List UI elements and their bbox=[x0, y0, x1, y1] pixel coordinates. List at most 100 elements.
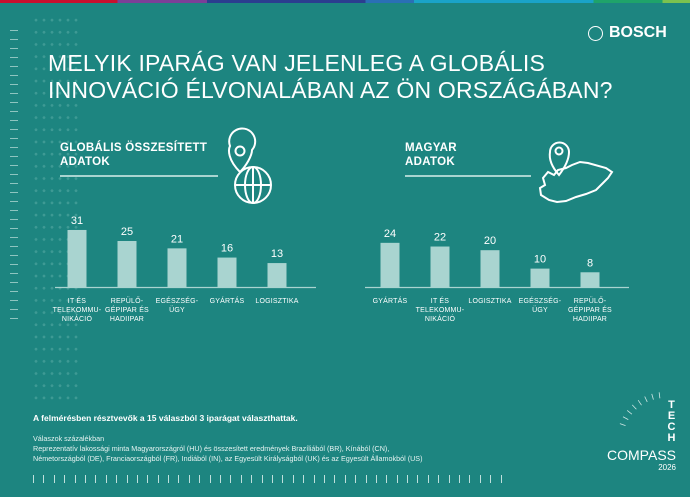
tick bbox=[386, 475, 388, 483]
tick bbox=[355, 475, 357, 483]
dash bbox=[10, 309, 18, 310]
value-label: 21 bbox=[171, 233, 183, 245]
tick bbox=[209, 475, 211, 483]
compass-tick bbox=[658, 392, 661, 399]
dash bbox=[10, 291, 18, 292]
bosch-logo: BOSCH bbox=[588, 24, 667, 42]
category-label: IT ÉS bbox=[68, 296, 87, 305]
tick bbox=[220, 475, 222, 483]
dash bbox=[10, 102, 18, 103]
title-line: GLOBÁLIS ÖSSZESÍTETT bbox=[60, 142, 208, 154]
tick bbox=[334, 475, 336, 483]
value-label: 22 bbox=[434, 232, 446, 244]
decorative-binary-pattern bbox=[32, 14, 78, 404]
category-label: NIKÁCIÓ bbox=[62, 314, 93, 323]
tech-vertical: TECH bbox=[667, 399, 676, 444]
dash bbox=[10, 111, 18, 112]
title-line-1: MELYIK IPARÁG VAN JELENLEG A GLOBÁLIS bbox=[48, 50, 545, 76]
value-label: 24 bbox=[384, 228, 396, 240]
dash bbox=[10, 300, 18, 301]
dash bbox=[10, 147, 18, 148]
tick bbox=[344, 475, 346, 483]
tick bbox=[448, 475, 450, 483]
title-line: ADATOK bbox=[405, 156, 455, 168]
dash bbox=[10, 219, 18, 220]
tick bbox=[178, 475, 180, 483]
dash bbox=[10, 39, 18, 40]
bar bbox=[117, 241, 137, 287]
compass-tick bbox=[631, 404, 637, 410]
tick bbox=[64, 475, 66, 483]
category-label: GYÁRTÁS bbox=[210, 296, 245, 305]
bar bbox=[380, 242, 400, 287]
location-hungary-map-icon bbox=[538, 141, 614, 204]
dash bbox=[10, 30, 18, 31]
category-label: ÜGY bbox=[532, 306, 548, 314]
tick bbox=[313, 475, 315, 483]
color-stripe bbox=[0, 0, 690, 3]
tick bbox=[417, 475, 419, 483]
tick bbox=[53, 475, 55, 483]
tick bbox=[500, 475, 502, 483]
tick bbox=[396, 475, 398, 483]
dash bbox=[10, 192, 18, 193]
category-label: HADIIPAR bbox=[573, 316, 607, 323]
tick bbox=[365, 475, 367, 483]
compass-tick bbox=[626, 410, 633, 415]
dash bbox=[10, 318, 18, 319]
logo-text: BOSCH bbox=[609, 24, 667, 41]
title-line: ADATOK bbox=[60, 156, 110, 168]
hungary-chart-title: MAGYAR ADATOK bbox=[405, 141, 457, 169]
footnote-line: Reprezentatív lakossági minta Magyarorsz… bbox=[33, 444, 390, 453]
bar bbox=[167, 248, 187, 287]
footnote-line: Németországból (DE), Franciaországból (F… bbox=[33, 454, 423, 463]
bar bbox=[217, 257, 237, 287]
bar bbox=[67, 229, 87, 287]
dash bbox=[10, 228, 18, 229]
dash bbox=[10, 120, 18, 121]
dash bbox=[10, 66, 18, 67]
tick bbox=[459, 475, 461, 483]
dash bbox=[10, 183, 18, 184]
tick bbox=[105, 475, 107, 483]
dash bbox=[10, 57, 18, 58]
decorative-dashes bbox=[10, 30, 18, 327]
dash bbox=[10, 264, 18, 265]
category-label: REPÜLŐ- bbox=[574, 296, 607, 305]
tick bbox=[188, 475, 190, 483]
category-label: GYÁRTÁS bbox=[373, 296, 408, 305]
value-label: 25 bbox=[121, 226, 133, 238]
dash bbox=[10, 165, 18, 166]
bosch-ring-icon bbox=[588, 25, 603, 41]
category-label: NIKÁCIÓ bbox=[425, 314, 456, 323]
tick bbox=[251, 475, 253, 483]
tick bbox=[74, 475, 76, 483]
tick bbox=[375, 475, 377, 483]
tick bbox=[147, 475, 149, 483]
category-label: EGÉSZSÉG- bbox=[519, 296, 562, 305]
tick bbox=[427, 475, 429, 483]
footnote-text: Válaszok százalékban Reprezentatív lakos… bbox=[33, 434, 422, 464]
compass-tick bbox=[651, 393, 654, 400]
tick bbox=[240, 475, 242, 483]
dash bbox=[10, 48, 18, 49]
category-label: LOGISZTIKA bbox=[255, 298, 298, 305]
dash bbox=[10, 174, 18, 175]
category-label: LOGISZTIKA bbox=[468, 298, 511, 305]
category-label: GÉPIPAR ÉS bbox=[568, 305, 612, 314]
category-label: GÉPIPAR ÉS bbox=[105, 305, 149, 314]
value-label: 16 bbox=[221, 243, 233, 255]
dash bbox=[10, 84, 18, 85]
tick bbox=[469, 475, 471, 483]
tick bbox=[33, 475, 34, 483]
page-title: MELYIK IPARÁG VAN JELENLEG A GLOBÁLIS INN… bbox=[48, 50, 613, 104]
category-label: EGÉSZSÉG- bbox=[156, 296, 199, 305]
dash bbox=[10, 129, 18, 130]
tick bbox=[43, 475, 45, 483]
dash bbox=[10, 201, 18, 202]
bar bbox=[430, 246, 450, 287]
value-label: 13 bbox=[271, 248, 283, 260]
bar bbox=[530, 268, 550, 287]
tech-compass-logo: TECH COMPASS 2026 bbox=[606, 399, 676, 473]
